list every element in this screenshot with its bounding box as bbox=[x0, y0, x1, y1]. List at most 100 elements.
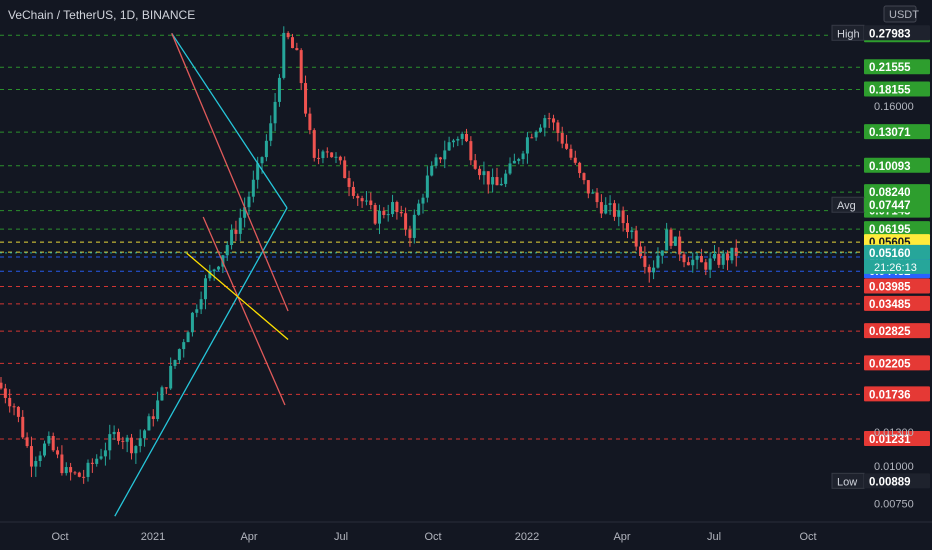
candle-body bbox=[617, 210, 621, 217]
level-label-15-text: 0.02205 bbox=[869, 358, 911, 370]
candle-body bbox=[134, 446, 138, 454]
candle-body bbox=[12, 406, 16, 408]
currency-label: USDT bbox=[889, 9, 919, 21]
candle-body bbox=[625, 223, 629, 233]
candle-body bbox=[51, 435, 55, 451]
candle-body bbox=[478, 168, 482, 176]
candle-body bbox=[304, 83, 308, 114]
candle-body bbox=[121, 440, 125, 442]
candle-body bbox=[247, 196, 251, 208]
candle-body bbox=[517, 159, 521, 161]
level-label-5: 0.08240 bbox=[864, 184, 930, 200]
candle-body bbox=[412, 214, 416, 238]
stat-value-0-bg bbox=[864, 25, 930, 41]
candle-body bbox=[717, 253, 721, 265]
candle-body bbox=[395, 202, 399, 213]
candle-body bbox=[373, 205, 377, 224]
stat-value-1-text: 0.07447 bbox=[869, 200, 911, 212]
level-label-13-bg bbox=[864, 295, 930, 311]
candle-body bbox=[499, 183, 503, 186]
candle-body bbox=[60, 454, 64, 474]
candle-body bbox=[138, 438, 142, 447]
candle-body bbox=[534, 131, 538, 138]
level-label-7-bg bbox=[864, 221, 930, 237]
level-label-12-text: 0.03985 bbox=[869, 281, 911, 293]
candle-body bbox=[343, 160, 347, 179]
current-price-label: 0.05160 21:26:13 bbox=[864, 244, 930, 274]
candle-body bbox=[264, 140, 268, 158]
level-label-15-bg bbox=[864, 355, 930, 371]
candle-body bbox=[156, 400, 160, 419]
candle-body bbox=[573, 157, 577, 163]
candle-body bbox=[382, 210, 386, 216]
candle-body bbox=[347, 178, 351, 187]
level-label-4-bg bbox=[864, 157, 930, 173]
candle-body bbox=[552, 118, 556, 123]
candle-body bbox=[604, 204, 608, 214]
stat-value-0-text: 0.27983 bbox=[869, 28, 911, 40]
candle-body bbox=[25, 437, 29, 447]
candle-body bbox=[408, 229, 412, 238]
level-label-16: 0.01736 bbox=[864, 386, 930, 402]
candle-body bbox=[621, 210, 625, 224]
candle-body bbox=[217, 266, 221, 270]
candle-body bbox=[721, 253, 725, 265]
candle-body bbox=[21, 416, 25, 438]
candle-body bbox=[260, 157, 264, 164]
candle-body bbox=[177, 349, 181, 361]
stat-value-0: 0.27983 bbox=[864, 25, 930, 41]
candle-body bbox=[116, 431, 120, 441]
candle-body bbox=[417, 203, 421, 215]
level-label-13-text: 0.03485 bbox=[869, 299, 911, 311]
candle-body bbox=[103, 450, 107, 457]
candle-body bbox=[456, 138, 460, 141]
candle-body bbox=[404, 213, 408, 230]
stat-name-2: Low bbox=[837, 476, 857, 488]
candle-body bbox=[112, 431, 116, 435]
candle-body bbox=[360, 198, 364, 202]
x-tick-0: Oct bbox=[51, 531, 68, 543]
level-label-3-bg bbox=[864, 124, 930, 140]
candle-body bbox=[203, 278, 207, 300]
candle-body bbox=[421, 197, 425, 204]
y-tick-1: 0.01000 bbox=[874, 461, 914, 473]
level-label-2-bg bbox=[864, 81, 930, 97]
current-price-label-text: 0.05160 bbox=[869, 248, 911, 260]
candle-body bbox=[82, 476, 86, 478]
candle-body bbox=[29, 446, 33, 467]
candle-body bbox=[682, 254, 686, 263]
candle-body bbox=[451, 140, 455, 143]
candle-body bbox=[47, 435, 51, 444]
level-label-3-text: 0.13071 bbox=[869, 127, 911, 139]
trend-line-red-lower bbox=[202, 216, 286, 406]
candle-body bbox=[56, 450, 60, 455]
candle-body bbox=[612, 203, 616, 217]
candle-body bbox=[482, 171, 486, 176]
candle-body bbox=[77, 472, 81, 477]
x-tick-1: 2021 bbox=[141, 531, 165, 543]
candle-body bbox=[434, 157, 438, 166]
candle-body bbox=[586, 180, 590, 194]
candle-body bbox=[512, 160, 516, 164]
stat-value-2: 0.00889 bbox=[864, 473, 930, 489]
candle-body bbox=[699, 255, 703, 263]
candle-body bbox=[230, 229, 234, 246]
candle-body bbox=[295, 48, 299, 51]
candle-body bbox=[438, 157, 442, 160]
candle-body bbox=[273, 101, 277, 124]
candle-body bbox=[212, 269, 216, 272]
candle-body bbox=[673, 236, 677, 246]
level-label-14-text: 0.02825 bbox=[869, 326, 911, 338]
candle-body bbox=[151, 416, 155, 419]
candle-body bbox=[108, 434, 112, 451]
candle-body bbox=[730, 247, 734, 261]
candle-body bbox=[256, 163, 260, 180]
candle-body bbox=[538, 127, 542, 132]
candle-body bbox=[16, 406, 20, 417]
level-label-5-bg bbox=[864, 184, 930, 200]
candle-body bbox=[678, 236, 682, 255]
candle-body bbox=[38, 455, 42, 462]
level-label-17-bg bbox=[864, 431, 930, 447]
currency-badge bbox=[883, 5, 917, 23]
